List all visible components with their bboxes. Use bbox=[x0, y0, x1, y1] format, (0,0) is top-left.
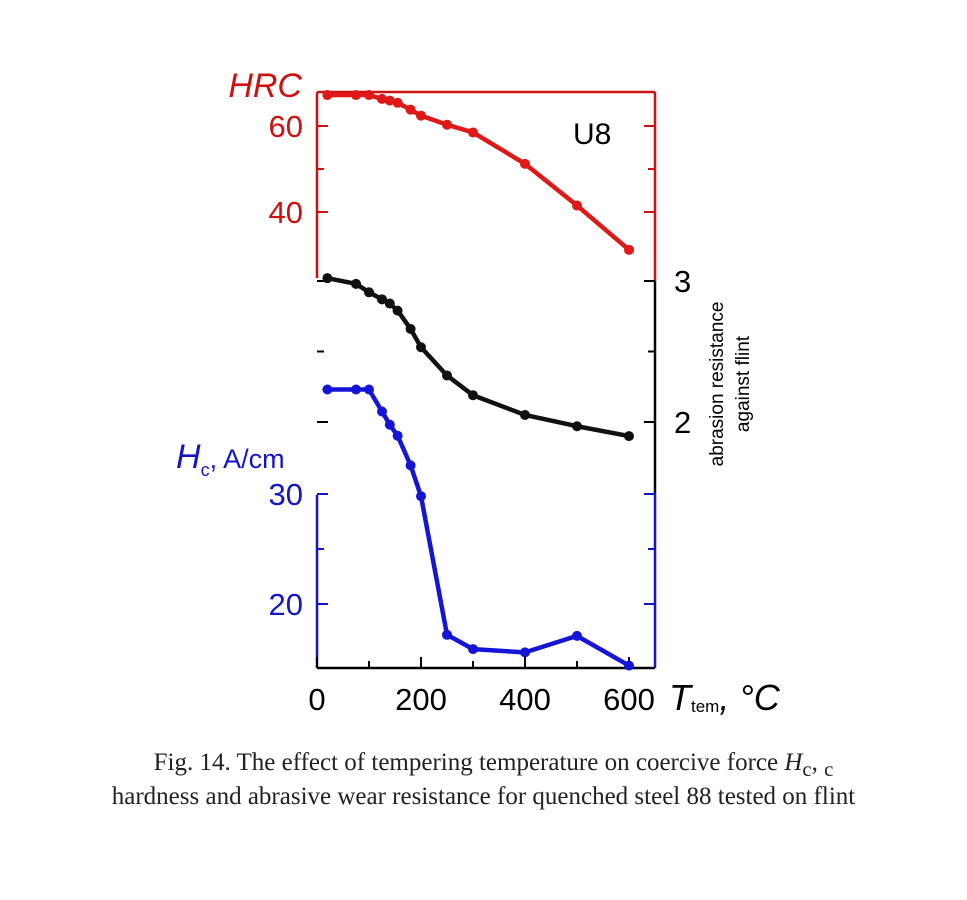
abrasion-data-point bbox=[624, 431, 634, 442]
x-tick-label: 0 bbox=[308, 682, 325, 717]
hrc-data-point bbox=[405, 104, 416, 115]
abrasion-data-point bbox=[351, 278, 361, 289]
hc-data-point bbox=[442, 629, 452, 640]
abrasion-tick-label: 3 bbox=[674, 264, 691, 299]
hrc-data-point bbox=[624, 244, 634, 255]
hc-data-point bbox=[322, 384, 333, 395]
x-axis-label: Ttem, °C bbox=[669, 677, 781, 718]
hrc-data-point bbox=[416, 110, 426, 121]
caption-line1-prefix: Fig. 14. The effect of tempering tempera… bbox=[153, 749, 785, 776]
hc-data-point bbox=[520, 647, 530, 658]
abrasion-data-point bbox=[384, 298, 395, 309]
abrasion-axis-label-line2: against flint bbox=[733, 335, 754, 432]
hrc-data-point bbox=[520, 158, 530, 169]
hc-data-point bbox=[377, 406, 387, 417]
hc-data-point bbox=[384, 419, 395, 430]
axes-frame bbox=[315, 90, 657, 670]
figure-caption-line1: Fig. 14. The effect of tempering tempera… bbox=[0, 749, 967, 782]
hc-data-point bbox=[624, 660, 634, 671]
abrasion-data-point bbox=[377, 294, 387, 305]
caption-line1-suffix: , bbox=[811, 749, 825, 776]
hc-data-point bbox=[364, 384, 374, 395]
abrasion-data-point bbox=[392, 305, 403, 316]
abrasion-data-point bbox=[322, 273, 333, 284]
abrasion-series-line bbox=[325, 275, 632, 439]
abrasion-tick-label: 2 bbox=[674, 405, 691, 440]
hc-axis-label: Hc, A/cm bbox=[176, 438, 285, 480]
x-axis-symbol: T bbox=[669, 677, 694, 718]
abrasion-data-point bbox=[416, 342, 426, 353]
caption-line1-tail-subscript: c bbox=[824, 757, 834, 781]
hrc-data-point bbox=[392, 97, 403, 108]
hc-series-line bbox=[325, 387, 632, 668]
hrc-tick-label: 40 bbox=[269, 195, 303, 230]
hrc-axis-label: HRC bbox=[228, 67, 302, 105]
hc-data-point bbox=[405, 460, 416, 471]
hrc-data-point bbox=[442, 119, 452, 130]
hc-data-point bbox=[416, 491, 426, 502]
abrasion-data-point bbox=[468, 390, 478, 401]
x-axis-subscript: tem bbox=[691, 697, 719, 716]
abrasion-data-point bbox=[572, 421, 582, 432]
abrasion-data-point bbox=[405, 323, 416, 334]
hc-axis-subscript: c bbox=[201, 460, 210, 480]
hc-tick-label: 20 bbox=[269, 587, 303, 622]
hrc-data-point bbox=[364, 90, 374, 101]
figure-caption-line2: hardness and abrasive wear resistance fo… bbox=[111, 783, 856, 810]
tempering-chart: 0 200 400 600 40 60 2 3 20 30 HRC Hc, A/cm abrasi… bbox=[176, 67, 781, 718]
axis-labels: HRC Hc, A/cm abrasion resistance against… bbox=[176, 67, 781, 718]
axis-ticks: 0 200 400 600 40 60 2 3 20 30 bbox=[269, 109, 692, 717]
hc-axis-unit: , A/cm bbox=[210, 444, 285, 474]
steel-grade-label: U8 bbox=[573, 118, 611, 151]
x-tick-label: 400 bbox=[499, 682, 551, 717]
abrasion-axis-label-line1: abrasion resistance bbox=[707, 302, 728, 467]
hc-data-point bbox=[468, 644, 478, 655]
hc-data-point bbox=[351, 384, 361, 395]
hrc-data-point bbox=[377, 93, 387, 104]
x-axis-unit: , °C bbox=[719, 677, 780, 718]
hrc-data-point bbox=[351, 90, 361, 101]
abrasion-data-point bbox=[364, 287, 374, 298]
hrc-data-point bbox=[468, 127, 478, 138]
hc-tick-label: 30 bbox=[269, 477, 303, 512]
data-series bbox=[322, 90, 634, 671]
abrasion-data-point bbox=[520, 409, 530, 420]
hc-axis-symbol: H bbox=[176, 438, 201, 476]
hrc-tick-label: 60 bbox=[269, 109, 303, 144]
x-tick-label: 200 bbox=[395, 682, 447, 717]
hc-data-point bbox=[572, 630, 582, 641]
caption-line1-symbol: H bbox=[784, 749, 803, 776]
hrc-data-point bbox=[322, 90, 333, 101]
x-tick-label: 600 bbox=[603, 682, 655, 717]
hrc-data-point bbox=[384, 95, 395, 106]
hc-data-point bbox=[392, 430, 403, 441]
hrc-data-point bbox=[572, 200, 582, 211]
caption-line1-subscript: c bbox=[802, 757, 812, 781]
abrasion-data-point bbox=[442, 370, 452, 381]
